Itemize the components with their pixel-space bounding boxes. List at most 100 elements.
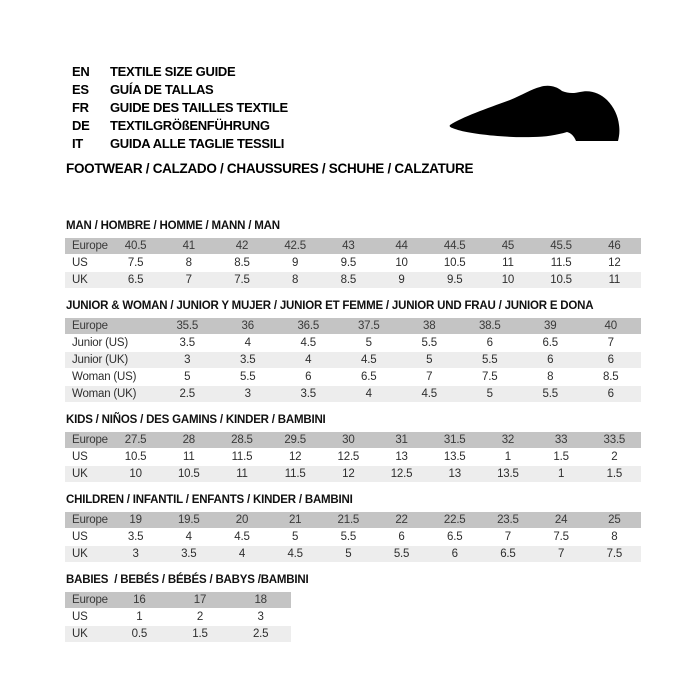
row-label: Woman (UK) bbox=[65, 385, 157, 403]
size-cell: 4.5 bbox=[215, 528, 269, 546]
size-cell: 4.5 bbox=[278, 334, 339, 352]
size-cell: 1.5 bbox=[169, 625, 231, 643]
size-cell: 11 bbox=[481, 254, 535, 272]
size-cell: 31.5 bbox=[428, 432, 482, 449]
size-cell: 33 bbox=[534, 432, 588, 449]
size-cell: 8 bbox=[162, 254, 216, 272]
row-label: Europe bbox=[65, 318, 157, 335]
size-cell: 5.5 bbox=[520, 385, 581, 403]
size-cell: 1 bbox=[481, 448, 535, 466]
size-cell: 11.5 bbox=[534, 254, 588, 272]
size-cell: 6 bbox=[278, 368, 339, 386]
size-cell: 3.5 bbox=[278, 385, 339, 403]
size-cell: 11 bbox=[162, 448, 216, 466]
size-table: Europe 19 19.5 20 21 21.5 22 22.5 23.5 24 25 US 3.5 4… bbox=[65, 512, 641, 563]
size-cell: 21.5 bbox=[321, 512, 375, 529]
size-table-title: CHILDREN / INFANTIL / ENFANTS / KINDER /… bbox=[66, 494, 353, 506]
size-cell: 25 bbox=[587, 512, 641, 529]
row-label: UK bbox=[65, 271, 109, 289]
size-row: Junior (UK) 3 3.5 4 4.5 5 5.5 6 6 bbox=[65, 351, 641, 369]
size-cell: 44.5 bbox=[428, 238, 482, 255]
size-cell: 0.5 bbox=[109, 625, 170, 643]
size-cell: 4.5 bbox=[268, 545, 322, 563]
language-row: EN TEXTILE SIZE GUIDE bbox=[72, 63, 288, 81]
size-table-title: BABIES / BEBÉS / BÉBÉS / BABYS /BAMBINI bbox=[66, 574, 309, 586]
language-row: DE TEXTILGRÖßENFÜHRUNG bbox=[72, 117, 288, 135]
row-label: UK bbox=[65, 545, 109, 563]
size-tables: MAN / HOMBRE / HOMME / MANN / MAN Europe 4… bbox=[65, 219, 645, 653]
size-cell: 42 bbox=[215, 238, 269, 255]
size-cell: 12 bbox=[321, 465, 375, 483]
size-cell: 1.5 bbox=[534, 448, 588, 466]
size-cell: 5 bbox=[157, 368, 218, 386]
size-table: Europe 40.5 41 42 42.5 43 44 44.5 45 45.5 46 US 7.5 8… bbox=[65, 238, 641, 289]
size-cell: 13.5 bbox=[481, 465, 535, 483]
size-cell: 44 bbox=[374, 238, 429, 255]
size-cell: 41 bbox=[162, 238, 216, 255]
language-guide-list: EN TEXTILE SIZE GUIDE ES GUÍA DE TALLAS FR GU… bbox=[72, 63, 288, 153]
size-cell: 1.5 bbox=[587, 465, 641, 483]
size-cell: 7.5 bbox=[587, 545, 641, 563]
size-cell: 27.5 bbox=[109, 432, 163, 449]
size-cell: 6 bbox=[428, 545, 482, 563]
size-cell: 3 bbox=[109, 545, 163, 563]
size-cell: 1 bbox=[109, 608, 170, 626]
language-code: EN bbox=[72, 64, 90, 79]
size-table-section: KIDS / NIÑOS / DES GAMINS / KINDER / BAM… bbox=[65, 413, 645, 483]
size-cell: 10.5 bbox=[534, 271, 588, 289]
language-label: GUÍA DE TALLAS bbox=[110, 82, 214, 97]
size-cell: 3 bbox=[230, 608, 291, 626]
size-cell: 31 bbox=[374, 432, 429, 449]
size-cell: 38 bbox=[399, 318, 460, 335]
size-cell: 35.5 bbox=[157, 318, 218, 335]
size-table-section: JUNIOR & WOMAN / JUNIOR Y MUJER / JUNIOR… bbox=[65, 299, 645, 403]
size-cell: 17 bbox=[169, 592, 231, 609]
row-label: Junior (US) bbox=[65, 334, 157, 352]
size-cell: 9.5 bbox=[321, 254, 375, 272]
size-cell: 1 bbox=[534, 465, 588, 483]
size-cell: 10.5 bbox=[428, 254, 482, 272]
size-header-row: Europe 35.5 36 36.5 37.5 38 38.5 39 40 bbox=[65, 318, 641, 335]
size-cell: 7 bbox=[162, 271, 216, 289]
size-cell: 22.5 bbox=[428, 512, 482, 529]
language-label: GUIDE DES TAILLES TEXTILE bbox=[110, 100, 288, 115]
language-label: TEXTILGRÖßENFÜHRUNG bbox=[110, 118, 270, 133]
size-header-row: Europe 16 17 18 bbox=[65, 592, 291, 609]
size-header-row: Europe 27.5 28 28.5 29.5 30 31 31.5 32 33 33.5 bbox=[65, 432, 641, 449]
row-label: US bbox=[65, 448, 109, 466]
size-row: US 1 2 3 bbox=[65, 608, 291, 626]
size-cell: 7 bbox=[399, 368, 460, 386]
size-cell: 8.5 bbox=[321, 271, 375, 289]
row-label: US bbox=[65, 254, 109, 272]
size-cell: 43 bbox=[321, 238, 375, 255]
size-cell: 22 bbox=[374, 512, 429, 529]
row-label: Europe bbox=[65, 592, 109, 609]
dress-shoe-silhouette-icon bbox=[449, 85, 620, 141]
size-cell: 19 bbox=[109, 512, 163, 529]
size-table-section: MAN / HOMBRE / HOMME / MANN / MAN Europe 4… bbox=[65, 219, 645, 289]
size-cell: 2.5 bbox=[230, 625, 291, 643]
size-cell: 6 bbox=[374, 528, 429, 546]
size-cell: 5.5 bbox=[321, 528, 375, 546]
size-header-row: Europe 40.5 41 42 42.5 43 44 44.5 45 45.5 46 bbox=[65, 238, 641, 255]
language-label: GUIDA ALLE TAGLIE TESSILI bbox=[110, 136, 285, 151]
size-cell: 5 bbox=[399, 351, 460, 369]
size-cell: 10 bbox=[374, 254, 429, 272]
size-cell: 40 bbox=[580, 318, 641, 335]
size-cell: 39 bbox=[520, 318, 581, 335]
language-code: DE bbox=[72, 118, 90, 133]
size-cell: 20 bbox=[215, 512, 269, 529]
size-cell: 7.5 bbox=[534, 528, 588, 546]
size-cell: 5 bbox=[459, 385, 520, 403]
size-cell: 18 bbox=[230, 592, 291, 609]
size-cell: 2 bbox=[169, 608, 231, 626]
size-cell: 46 bbox=[587, 238, 641, 255]
size-cell: 4 bbox=[162, 528, 216, 546]
language-code: FR bbox=[72, 100, 89, 115]
size-cell: 38.5 bbox=[459, 318, 520, 335]
size-cell: 2.5 bbox=[157, 385, 218, 403]
size-cell: 6.5 bbox=[428, 528, 482, 546]
size-cell: 8 bbox=[520, 368, 581, 386]
size-cell: 5.5 bbox=[374, 545, 429, 563]
